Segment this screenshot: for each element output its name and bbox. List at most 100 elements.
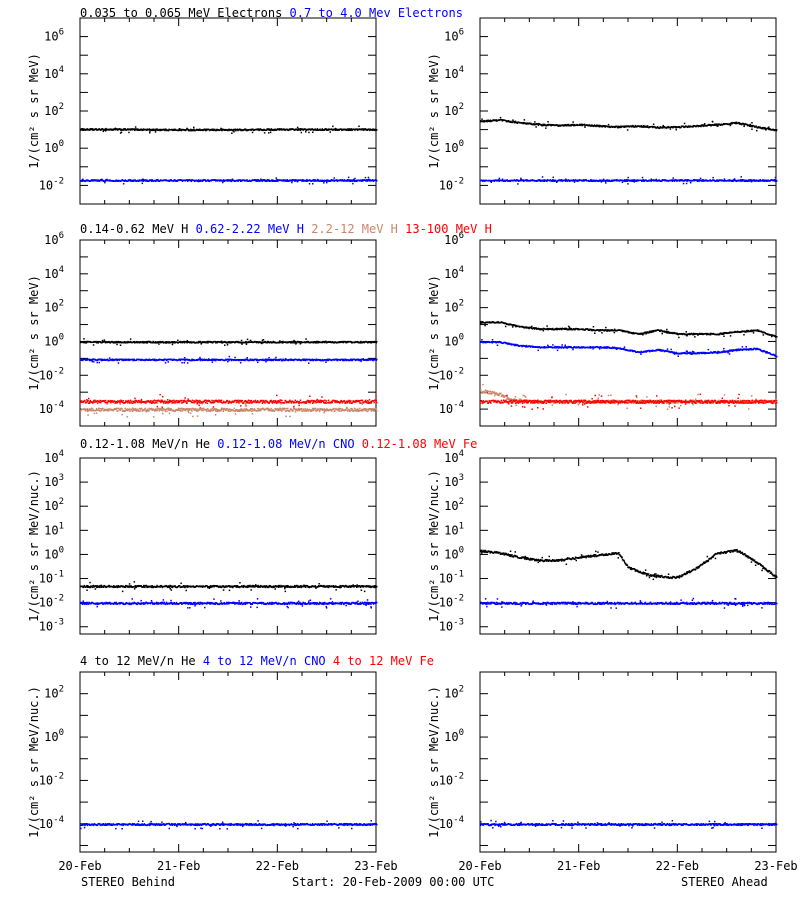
data-point — [162, 410, 164, 412]
data-point — [87, 400, 89, 402]
data-point — [315, 408, 317, 410]
data-point — [222, 411, 224, 413]
data-point — [285, 358, 287, 360]
data-point — [300, 400, 302, 402]
data-point — [88, 398, 90, 400]
data-point — [92, 361, 94, 363]
data-point — [200, 358, 202, 360]
data-point — [624, 181, 626, 183]
y-axis-label: 1/(cm² s sr MeV) — [27, 275, 41, 391]
data-point — [284, 408, 286, 410]
plot-frame — [80, 18, 376, 204]
data-point — [309, 183, 311, 185]
data-point — [87, 129, 89, 131]
data-point — [104, 359, 106, 361]
data-point — [246, 344, 248, 346]
data-point — [222, 182, 224, 184]
data-point — [300, 343, 302, 345]
data-point — [86, 399, 88, 401]
title-part-blue: 0.7 to 4.0 Mev Electrons — [282, 6, 463, 20]
data-point — [104, 339, 106, 341]
data-point — [238, 360, 240, 362]
data-point — [360, 402, 362, 404]
data-point — [305, 408, 307, 410]
data-point — [213, 406, 215, 408]
data-point — [309, 396, 311, 398]
data-point — [499, 178, 501, 180]
data-point — [199, 357, 201, 359]
data-point — [104, 182, 106, 184]
data-point — [166, 410, 168, 412]
y-tick-label: 10-2 — [39, 176, 64, 192]
data-point — [647, 125, 649, 127]
data-point — [162, 396, 164, 398]
title-part-black: 0.035 to 0.065 MeV Electrons — [80, 6, 282, 20]
data-point — [254, 408, 256, 410]
data-point — [130, 338, 132, 340]
data-point — [261, 343, 263, 345]
data-point — [751, 126, 753, 128]
data-point — [289, 410, 291, 412]
data-point — [281, 403, 283, 405]
data-point — [298, 405, 300, 407]
data-point — [517, 183, 519, 185]
data-point — [82, 129, 84, 131]
data-point — [306, 410, 308, 412]
data-point — [240, 362, 242, 364]
data-point — [184, 362, 186, 364]
data-point — [197, 403, 199, 405]
data-point — [605, 181, 607, 183]
data-point — [308, 410, 310, 412]
data-point — [121, 414, 123, 416]
data-point — [118, 362, 120, 364]
data-point — [119, 402, 121, 404]
data-point — [150, 400, 152, 402]
y-tick-label: 10-2 — [39, 366, 64, 382]
data-point — [265, 361, 267, 363]
data-point — [117, 410, 119, 412]
data-point — [205, 402, 207, 404]
data-point — [125, 408, 127, 410]
data-point — [84, 400, 86, 402]
data-point — [163, 402, 165, 404]
data-point — [207, 408, 209, 410]
data-point — [572, 121, 574, 123]
data-point — [776, 180, 778, 182]
data-point — [186, 128, 188, 130]
data-point — [538, 123, 540, 125]
data-point — [318, 409, 320, 411]
data-point — [301, 132, 303, 134]
data-point — [187, 398, 189, 400]
data-point — [235, 413, 237, 415]
data-point — [686, 183, 688, 185]
data-point — [275, 357, 277, 359]
data-point — [215, 414, 217, 416]
data-point — [185, 400, 187, 402]
data-point — [141, 399, 143, 401]
data-point — [492, 120, 494, 122]
data-point — [181, 400, 183, 402]
data-point — [371, 402, 373, 404]
data-point — [234, 408, 236, 410]
data-point — [123, 183, 125, 185]
data-point — [127, 416, 129, 418]
data-point — [704, 125, 706, 127]
data-point — [297, 181, 299, 183]
data-point — [367, 411, 369, 413]
data-point — [724, 178, 726, 180]
data-point — [266, 180, 268, 182]
data-point — [96, 412, 98, 414]
data-point — [257, 401, 259, 403]
data-point — [309, 402, 311, 404]
data-point — [276, 395, 278, 397]
data-point — [247, 357, 249, 359]
data-point — [331, 410, 333, 412]
data-point — [307, 408, 309, 410]
data-point — [502, 179, 504, 181]
data-point — [293, 360, 295, 362]
series-black — [480, 117, 778, 132]
data-point — [584, 126, 586, 128]
data-point — [333, 180, 335, 182]
